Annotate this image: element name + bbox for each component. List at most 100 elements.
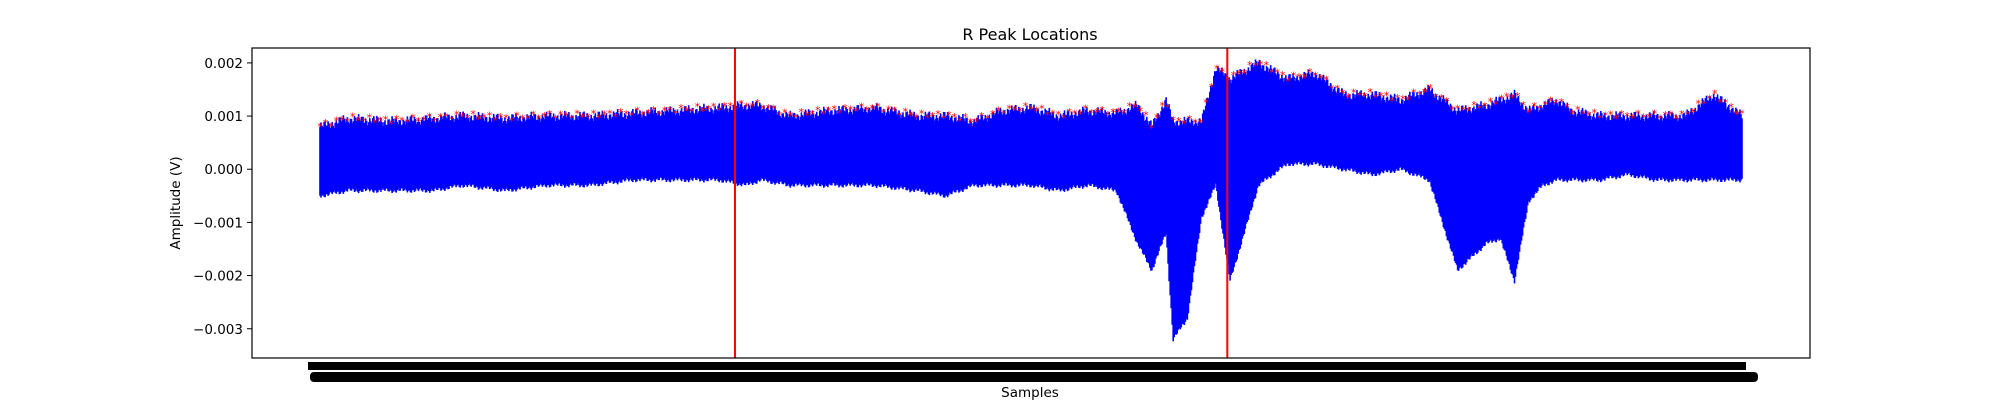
r-peak-star: * (356, 114, 362, 127)
r-peak-star: * (416, 115, 422, 128)
r-peak-star: * (1559, 96, 1565, 109)
r-peak-star: * (1094, 106, 1100, 119)
r-peak-star: * (1280, 69, 1286, 82)
r-peak-star: * (1324, 74, 1330, 87)
r-peak-star: * (432, 115, 438, 128)
r-peak-star: * (1231, 69, 1237, 82)
r-peak-star: * (1335, 83, 1341, 96)
r-peak-star: * (766, 102, 772, 115)
r-peak-star: * (498, 111, 504, 124)
r-peak-star: * (968, 116, 974, 129)
r-peak-star: * (323, 117, 329, 130)
r-peak-star: * (1433, 91, 1439, 104)
r-peak-star: * (383, 113, 389, 126)
r-peak-star: * (771, 103, 777, 116)
r-peak-star: * (859, 100, 865, 113)
r-peak-star: * (667, 104, 673, 117)
r-peak-star: * (1728, 101, 1734, 114)
r-peak-star: * (1296, 71, 1302, 84)
r-peak-star: * (749, 101, 755, 114)
r-peak-star: * (372, 117, 378, 130)
r-peak-star: * (777, 109, 783, 122)
r-peak-star: * (1258, 59, 1264, 72)
r-peak-star: * (1548, 95, 1554, 108)
r-peak-markers: * * * * * * * * * * * * * * * * * * * * * * * * * * * * * * * * * * * * * * * *… (317, 59, 1745, 135)
r-peak-star: * (1313, 69, 1319, 82)
r-peak-star: * (919, 107, 925, 120)
r-peak-star: * (1603, 110, 1609, 123)
ecg-signal-trace (319, 59, 1743, 342)
r-peak-star: * (1247, 59, 1253, 72)
r-peak-star: * (1105, 109, 1111, 122)
r-peak-star: * (552, 113, 558, 126)
r-peak-star: * (974, 116, 980, 129)
r-peak-star: * (651, 104, 657, 117)
r-peak-star: * (826, 104, 832, 117)
r-peak-star: * (509, 115, 515, 128)
r-peak-star: * (799, 106, 805, 119)
r-peak-star: * (1356, 90, 1362, 103)
r-peak-star: * (1203, 97, 1209, 110)
r-peak-star: * (908, 109, 914, 122)
r-peak-star: * (1176, 115, 1182, 128)
r-peak-star: * (1739, 108, 1745, 121)
r-peak-star: * (1510, 92, 1516, 105)
r-peak-star: * (339, 114, 345, 127)
r-peak-star: * (946, 109, 952, 122)
r-peak-star: * (1099, 104, 1105, 117)
r-peak-star: * (350, 111, 356, 124)
r-peak-star: * (1143, 109, 1149, 122)
r-peak-star: * (574, 108, 580, 121)
r-peak-star: * (744, 100, 750, 113)
r-peak-star: * (531, 108, 537, 121)
r-peak-star: * (514, 110, 520, 123)
r-peak-star: * (1001, 107, 1007, 120)
r-peak-star: * (361, 115, 367, 128)
r-peak-star: * (1613, 113, 1619, 126)
r-peak-star: * (1635, 108, 1641, 121)
r-peak-star: * (536, 113, 542, 126)
r-peak-star: * (345, 115, 351, 128)
r-peak-star: * (1269, 67, 1275, 80)
r-peak-star: * (881, 106, 887, 119)
r-peak-star: * (1138, 105, 1144, 118)
r-peak-star: * (1088, 107, 1094, 120)
r-peak-star: * (684, 105, 690, 118)
r-peak-star: * (1110, 106, 1116, 119)
r-peak-star: * (1460, 104, 1466, 117)
axes-frame (251, 47, 1811, 359)
r-peak-star: * (399, 115, 405, 128)
r-peak-star: * (1192, 117, 1198, 130)
y-axis-label: Amplitude (V) (168, 156, 184, 249)
r-peak-star: * (602, 109, 608, 122)
r-peak-star: * (1209, 81, 1215, 94)
r-peak-star: * (848, 104, 854, 117)
r-peak-star: * (815, 104, 821, 117)
r-peak-star: * (755, 97, 761, 110)
r-peak-star: * (1373, 92, 1379, 105)
r-peak-star: * (1318, 72, 1324, 85)
r-peak-star: * (328, 120, 334, 133)
y-tick-label: −0.001 (193, 215, 243, 231)
r-peak-star: * (520, 112, 526, 125)
r-peak-star: * (405, 116, 411, 129)
r-peak-star: * (1717, 96, 1723, 109)
r-peak-star: * (443, 110, 449, 123)
r-peak-star: * (569, 112, 575, 125)
r-peak-star: * (563, 110, 569, 123)
r-peak-star: * (476, 113, 482, 126)
r-peak-star: * (1077, 108, 1083, 121)
r-peak-star: * (1499, 93, 1505, 106)
r-peak-star: * (1663, 109, 1669, 122)
r-peak-star: * (1482, 100, 1488, 113)
r-peak-star: * (930, 110, 936, 123)
r-peak-star: * (1045, 109, 1051, 122)
r-peak-star: * (902, 106, 908, 119)
r-peak-star: * (788, 110, 794, 123)
y-tick-label: 0.002 (204, 56, 243, 72)
r-peak-star: * (913, 111, 919, 124)
r-peak-star: * (1121, 107, 1127, 120)
r-peak-star: * (1220, 66, 1226, 79)
r-peak-star: * (673, 107, 679, 120)
r-peak-star: * (1050, 107, 1056, 120)
